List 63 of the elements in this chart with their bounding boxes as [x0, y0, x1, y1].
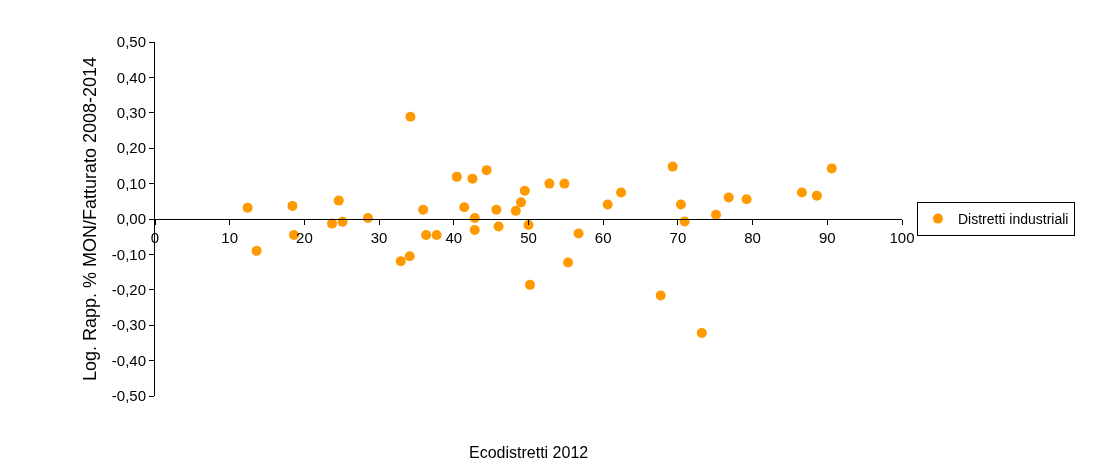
- point: [516, 197, 527, 208]
- y-tick-label: 0,50: [116, 33, 146, 51]
- point: [524, 279, 535, 290]
- point: [655, 290, 666, 301]
- y-tick-label: 0,10: [116, 174, 146, 192]
- point: [418, 204, 429, 215]
- y-axis-title: Log. Rapp. % MON/Fatturato 2008-2014: [80, 56, 100, 382]
- y-tick-label: 0,20: [116, 139, 146, 157]
- point: [493, 221, 504, 232]
- point: [563, 257, 574, 268]
- point: [523, 220, 534, 231]
- point: [333, 195, 344, 206]
- x-tick-label: 10: [221, 229, 239, 246]
- point: [395, 256, 406, 267]
- point: [251, 245, 262, 256]
- point: [491, 204, 502, 215]
- point: [675, 199, 686, 210]
- x-tick-label: 80: [744, 229, 761, 246]
- point: [741, 194, 752, 205]
- point: [723, 192, 734, 203]
- point: [616, 187, 627, 198]
- point: [796, 187, 807, 198]
- point: [467, 173, 478, 184]
- point: [421, 229, 432, 240]
- point: [602, 199, 613, 210]
- point: [469, 224, 480, 235]
- y-tick-label: -0,10: [111, 245, 146, 263]
- point: [327, 218, 338, 229]
- y-tick-label: 0,00: [116, 210, 146, 228]
- point: [404, 251, 415, 262]
- point: [405, 111, 416, 122]
- point: [544, 178, 555, 189]
- point: [481, 165, 492, 176]
- x-tick-label: 90: [818, 229, 836, 246]
- point: [242, 202, 253, 213]
- y-tick-label: -0,20: [111, 281, 146, 299]
- x-tick-label: 30: [370, 229, 388, 246]
- y-tick-label: -0,40: [111, 351, 146, 369]
- x-tick-label: 20: [296, 229, 313, 246]
- point: [696, 327, 707, 338]
- point: [431, 229, 442, 240]
- point: [573, 228, 584, 239]
- point: [826, 163, 837, 174]
- y-tick-label: -0,30: [111, 316, 146, 334]
- x-tick-label: 60: [594, 229, 612, 246]
- point: [451, 171, 462, 182]
- point: [287, 200, 298, 211]
- point: [811, 190, 822, 201]
- point: [559, 178, 570, 189]
- y-tick-label: 0,40: [116, 68, 146, 86]
- x-tick-label: 70: [669, 229, 687, 246]
- point: [519, 185, 530, 196]
- point: [510, 205, 521, 216]
- point: [459, 202, 470, 213]
- x-tick-label: 100: [889, 229, 915, 246]
- y-tick-label: 0,30: [116, 104, 146, 122]
- point: [711, 209, 721, 220]
- point: [667, 161, 678, 172]
- x-tick-label: 40: [445, 229, 463, 246]
- y-tick-label: -0,50: [111, 387, 146, 405]
- x-axis-title: Ecodistretti 2012: [469, 444, 589, 461]
- x-tick-label: 50: [520, 229, 537, 246]
- legend-label: Distretti industriali: [957, 211, 1069, 228]
